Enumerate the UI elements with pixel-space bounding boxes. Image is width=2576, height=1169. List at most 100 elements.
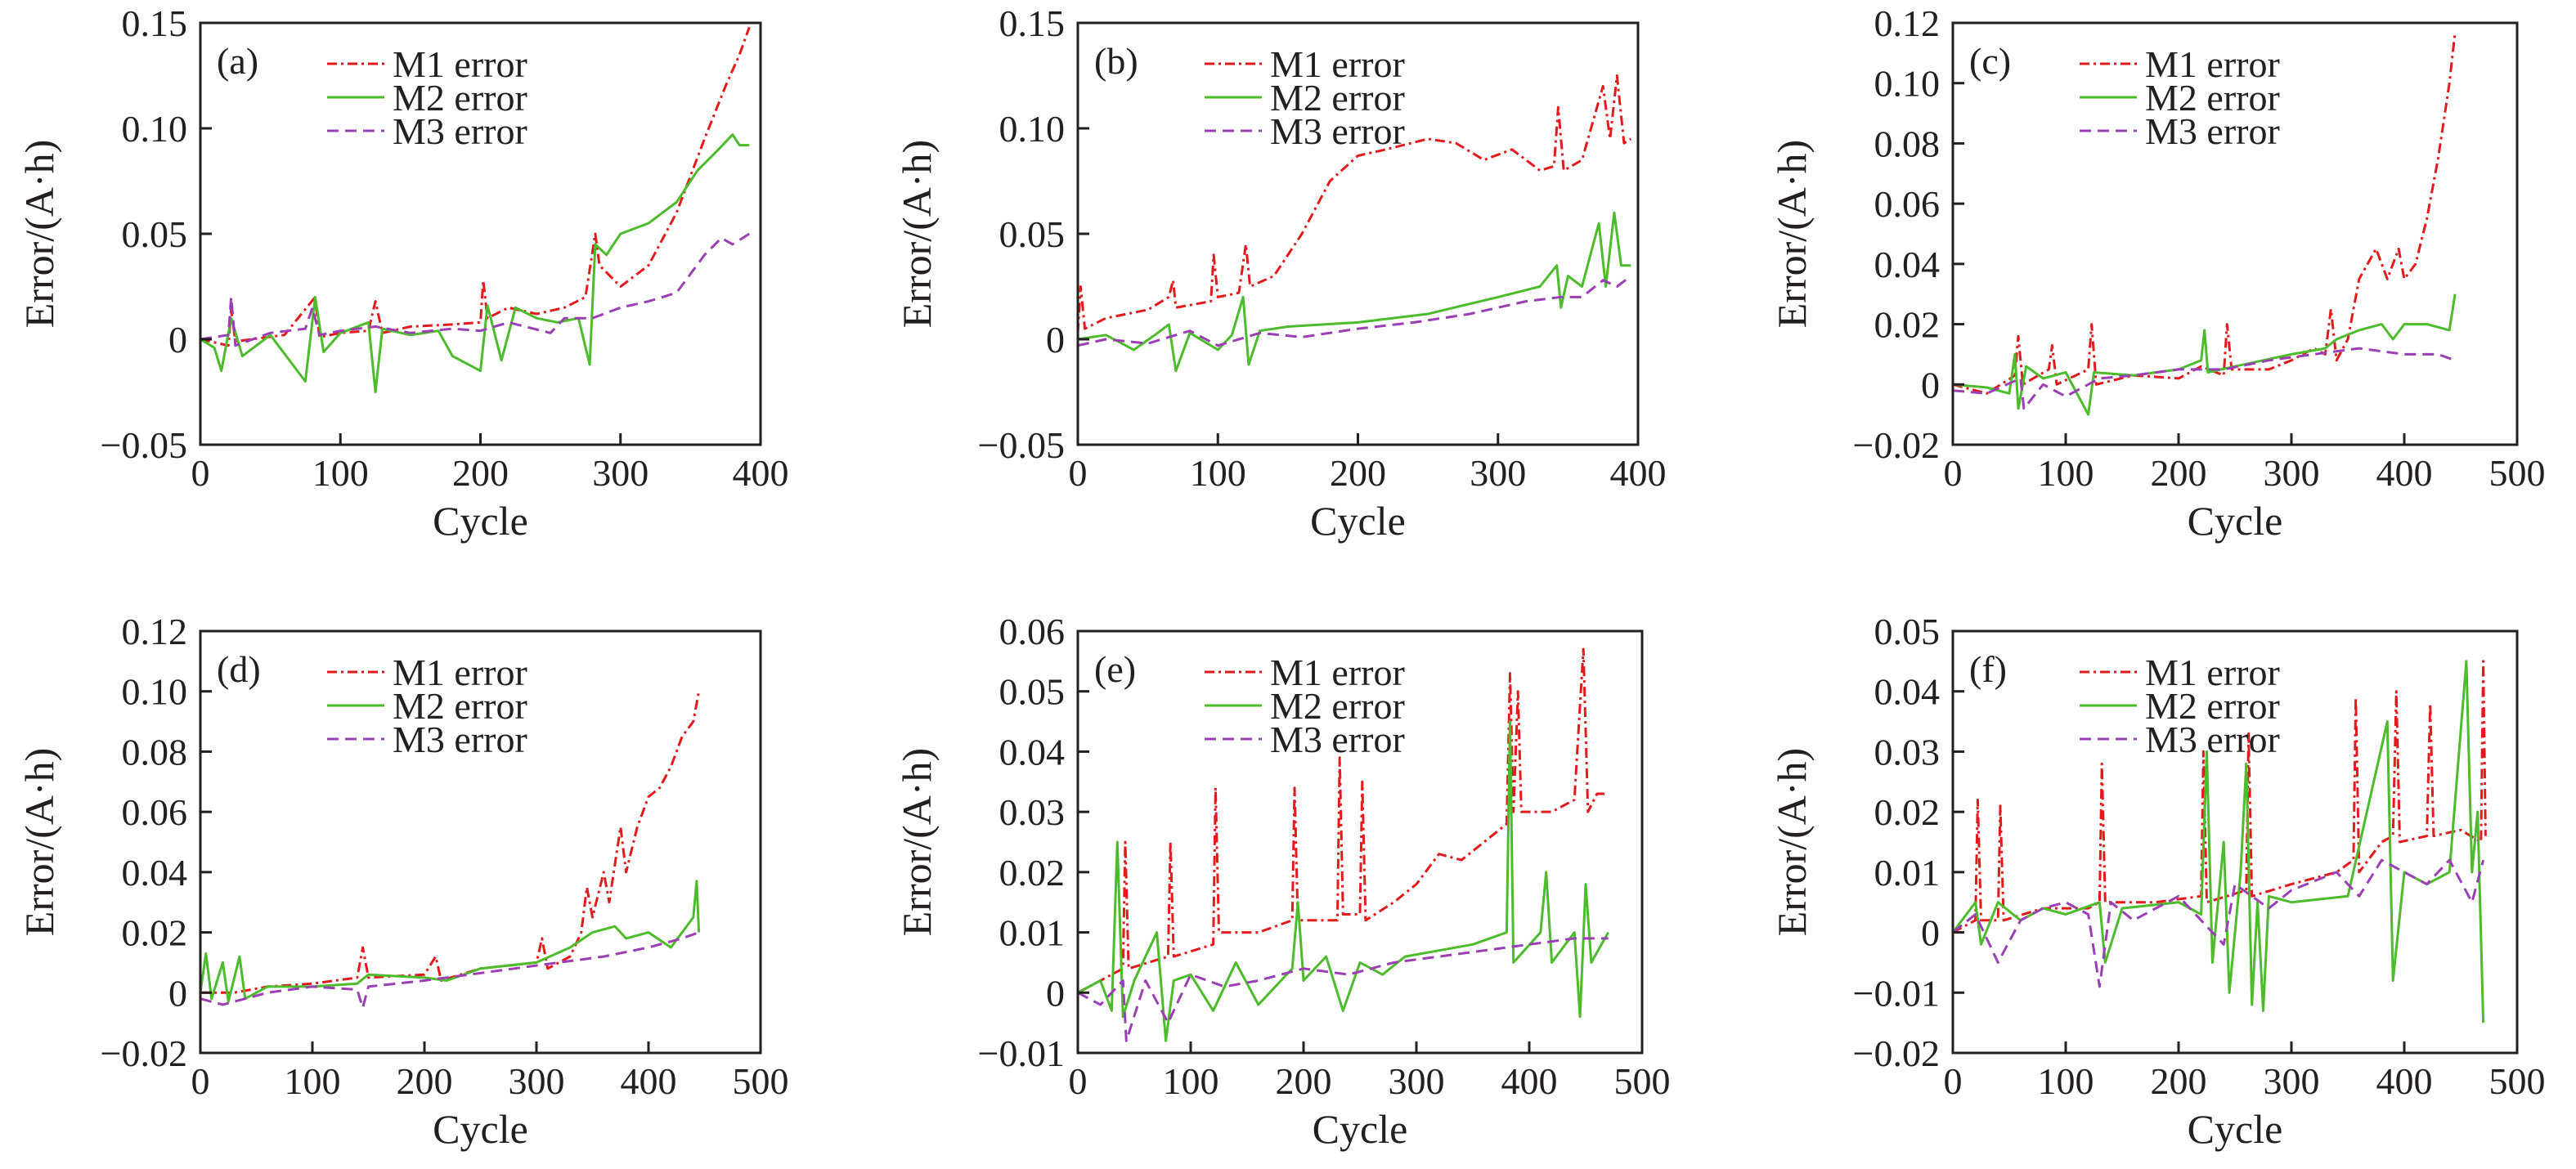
y-tick-label: 0.10: [999, 108, 1066, 150]
x-tick-label: 300: [1470, 452, 1526, 494]
y-tick-label: 0.02: [1874, 304, 1941, 346]
legend-label-m3: M3 error: [1270, 110, 1405, 152]
y-tick-label: 0.08: [1874, 123, 1941, 164]
x-tick-label: 100: [2038, 1060, 2094, 1102]
x-tick-label: 0: [1944, 452, 1963, 494]
series-line-m3: [200, 232, 751, 347]
x-axis-title: Cycle: [2188, 498, 2283, 544]
legend-label-m3: M3 error: [2145, 719, 2280, 760]
y-tick-label: 0.15: [122, 2, 188, 44]
series-line-m2: [1953, 660, 2485, 1023]
series-line-m1: [1078, 74, 1632, 334]
axes-frame: [199, 629, 762, 1055]
legend-label-m2: M2 error: [2145, 685, 2280, 727]
x-tick-label: 400: [2376, 452, 2433, 494]
x-tick-label: 400: [2376, 1060, 2433, 1102]
x-tick-label: 400: [1610, 452, 1667, 494]
y-tick-label: −0.05: [101, 424, 187, 466]
y-tick-label: −0.02: [101, 1032, 187, 1074]
y-tick-label: 0.12: [122, 611, 188, 652]
x-tick-label: 300: [2264, 452, 2320, 494]
chart-panel-b: 0 100 200 300 400−0.0500.050.100.15CycleErro…: [894, 2, 1667, 544]
chart-panel-f: 0 100 200 300 400 500 −0.02 −0.01 0 0.01 0.02 0.03 0…: [1769, 611, 2546, 1152]
y-tick-label: −0.01: [978, 1032, 1065, 1074]
series-line-m2: [200, 133, 750, 393]
x-tick-label: 400: [1501, 1060, 1558, 1102]
y-axis-title: Error/(A·h): [16, 748, 62, 936]
y-tick-label: 0.04: [999, 731, 1066, 773]
y-tick-label: 0: [168, 319, 187, 361]
x-tick-label: 200: [2151, 1060, 2207, 1102]
x-tick-label: 400: [621, 1060, 677, 1102]
axes-frame: [1951, 21, 2519, 446]
panel-label: (e): [1094, 648, 1136, 690]
legend-label-m1: M1 error: [1270, 652, 1405, 693]
y-tick-label: 0: [1921, 364, 1940, 405]
x-tick-label: 0: [1069, 1060, 1088, 1102]
axes-frame: [1076, 629, 1644, 1055]
y-tick-label: 0.02: [1874, 791, 1941, 833]
x-tick-label: 300: [1389, 1060, 1445, 1102]
series-line-m2: [1953, 293, 2457, 416]
y-axis-title: Error/(A·h): [1769, 140, 1815, 328]
x-axis-title: Cycle: [2188, 1106, 2283, 1152]
y-axis-title: Error/(A·h): [894, 748, 940, 936]
x-tick-label: 0: [1069, 452, 1088, 494]
series-line-m1: [200, 691, 701, 994]
x-tick-label: 0: [1944, 1060, 1963, 1102]
y-tick-label: 0.05: [1874, 611, 1941, 652]
chart-panel-d: 0 100 200 300 400 500−0.0200.020.040.060.080.…: [16, 611, 789, 1152]
y-axis-title: Error/(A·h): [1769, 748, 1815, 936]
axes-frame: [1951, 629, 2519, 1055]
x-tick-label: 300: [2264, 1060, 2320, 1102]
series-line-m2: [1078, 720, 1609, 1042]
x-tick-label: 100: [1163, 1060, 1219, 1102]
legend-label-m1: M1 error: [2145, 43, 2280, 85]
legend-label-m1: M1 error: [393, 652, 527, 693]
y-tick-label: 0: [168, 972, 187, 1014]
y-tick-label: 0.06: [1874, 183, 1941, 225]
x-axis-title: Cycle: [1310, 498, 1406, 544]
panel-label: (c): [1969, 40, 2011, 82]
y-tick-label: 0.05: [999, 213, 1066, 255]
x-axis-title: Cycle: [1313, 1106, 1408, 1152]
series-line-m3: [200, 931, 700, 1010]
y-tick-label: 0.12: [1874, 2, 1941, 44]
legend-label-m2: M2 error: [393, 685, 527, 727]
x-tick-label: 300: [509, 1060, 565, 1102]
x-tick-label: 100: [1190, 452, 1246, 494]
series-line-m1: [1953, 660, 2487, 934]
y-tick-label: 0.02: [122, 912, 188, 954]
x-tick-label: 200: [452, 452, 509, 494]
series-line-m1: [1953, 31, 2457, 395]
legend-label-m1: M1 error: [2145, 652, 2280, 693]
x-tick-label: 200: [2151, 452, 2207, 494]
legend-label-m2: M2 error: [1270, 77, 1405, 119]
legend-label-m1: M1 error: [1270, 43, 1405, 85]
y-tick-label: 0.04: [1874, 671, 1941, 713]
legend-label-m3: M3 error: [393, 110, 527, 152]
y-tick-label: 0.10: [122, 671, 188, 713]
y-tick-label: 0.04: [122, 852, 188, 894]
y-tick-label: 0: [1046, 972, 1065, 1014]
y-tick-label: −0.02: [1853, 1032, 1940, 1074]
y-tick-label: 0.05: [122, 213, 188, 255]
y-tick-label: −0.02: [1853, 424, 1940, 466]
x-tick-label: 0: [191, 1060, 210, 1102]
chart-panel-a: 0 100 200 300 400−0.0500.050.100.15CycleErro…: [16, 2, 789, 544]
y-tick-label: −0.01: [1853, 972, 1940, 1014]
x-tick-label: 200: [1276, 1060, 1332, 1102]
series-line-m3: [1078, 937, 1609, 1042]
panel-label: (a): [217, 40, 258, 82]
y-tick-label: 0.04: [1874, 244, 1941, 285]
series-line-m1: [1078, 647, 1609, 994]
series-line-m3: [1953, 858, 2485, 988]
x-tick-label: 100: [2038, 452, 2094, 494]
x-tick-label: 500: [733, 1060, 789, 1102]
legend-label-m3: M3 error: [1270, 719, 1405, 760]
x-tick-label: 200: [1330, 452, 1386, 494]
y-tick-label: 0.03: [1874, 731, 1941, 773]
y-axis-title: Error/(A·h): [16, 140, 62, 328]
x-tick-label: 100: [312, 452, 369, 494]
